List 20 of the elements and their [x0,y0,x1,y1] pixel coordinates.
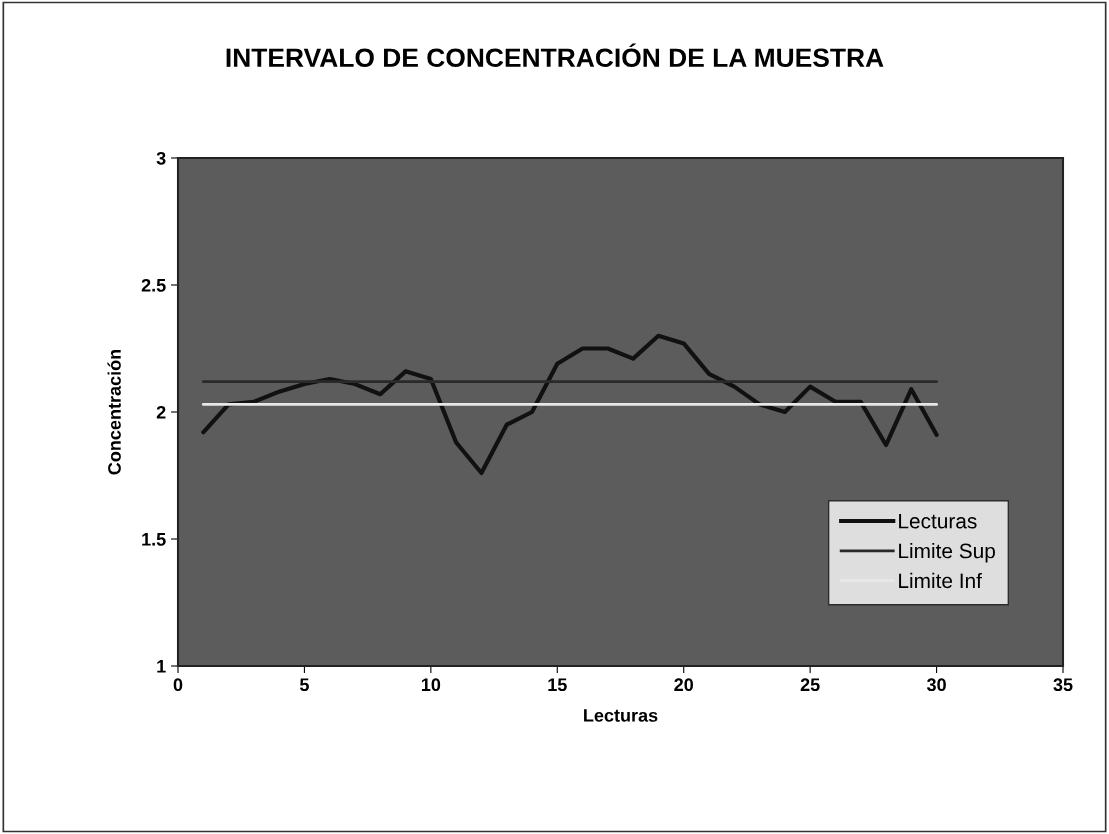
chart-title: INTERVALO DE CONCENTRACIÓN DE LA MUESTRA [226,43,884,68]
y-tick-label: 3 [156,151,166,165]
legend-label: Lecturas [899,513,977,529]
x-axis-title: Lecturas [584,709,658,722]
x-tick-label: 30 [926,678,946,692]
x-tick-label: 20 [674,678,694,692]
x-tick-label: 35 [1053,678,1073,692]
x-tick-label: 25 [800,678,820,692]
y-tick-label: 1.5 [142,533,166,546]
y-tick-label: 1 [157,660,166,673]
y-axis-title: Concentración [107,349,121,475]
x-tick-label: 0 [173,678,183,692]
y-tick-label: 2 [156,405,166,419]
legend-label: Limite Inf [899,572,982,589]
y-tick-label: 2.5 [141,278,166,292]
x-tick-label: 15 [548,678,567,692]
line-series [201,333,939,476]
x-tick-label: 10 [421,678,441,692]
legend-label: Limite Sup [899,543,995,563]
x-tick-label: 5 [299,678,309,692]
